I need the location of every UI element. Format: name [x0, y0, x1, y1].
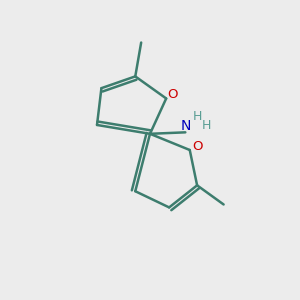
Text: H: H — [193, 110, 202, 123]
Text: O: O — [192, 140, 202, 153]
Text: O: O — [167, 88, 177, 101]
Text: H: H — [202, 119, 211, 132]
Text: N: N — [180, 119, 190, 133]
